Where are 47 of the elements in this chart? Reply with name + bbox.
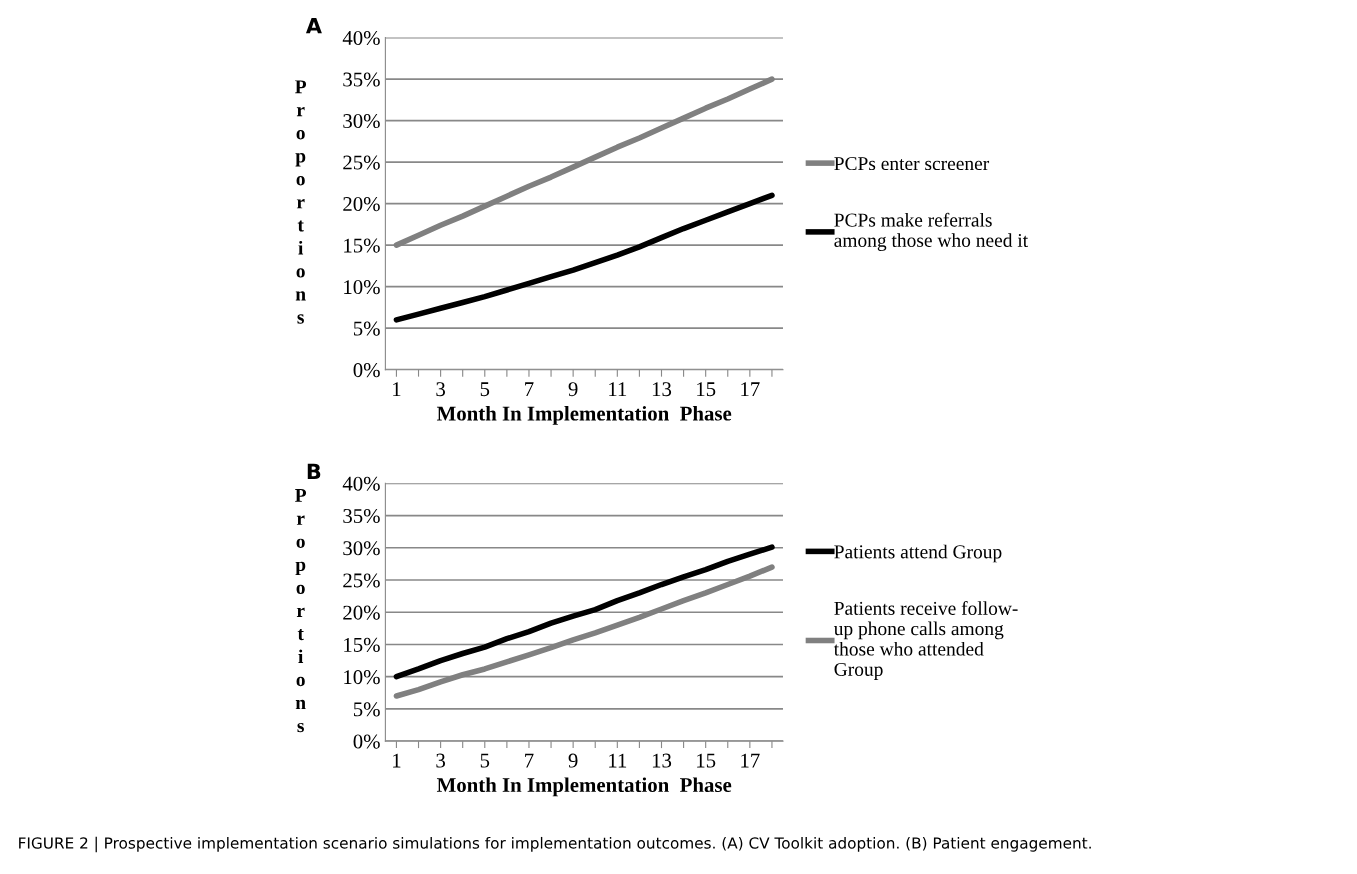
x-tick-label: 1 [393,753,401,768]
y-tick-label: 40% [342,476,380,491]
caption: FIGURE 2 | Prospective implementation scenario simulations for implementation outcomes. (A) CV Toolkit adoption. (B) Patient engagement. [19,836,1091,853]
x-tick-label: 3 [436,382,445,397]
legend-label: Patients receive follow- up phone calls among those who attended Group [833,601,1018,680]
x-axis-title: Month In Implementation Phase [436,405,732,425]
x-tick-label: 7 [525,753,534,768]
x-tick-label: 13 [652,753,672,768]
y-tick-label: 30% [343,541,380,556]
y-tick-label: 40% [342,30,380,46]
text: Proportions [295,80,307,324]
x-tick-label: 15 [697,382,716,397]
y-tick-label: 15% [344,238,380,253]
x-tick-label: 3 [436,753,445,768]
x-tick-label: 7 [525,382,534,396]
y-tick-label: 15% [344,637,380,652]
text: A [305,18,322,34]
text: B [307,463,321,479]
y-tick-label: 20% [343,197,380,212]
y-tick-label: 30% [343,113,380,129]
legend-label: PCPs enter screener [834,157,990,171]
x-tick-label: 9 [568,382,578,397]
y-tick-label: 0% [353,363,380,378]
legend-label: PCPs make referrals among those who need it [834,212,1029,251]
x-tick-label: 5 [480,382,490,397]
legend-label: Patients attend Group [834,544,1002,563]
x-tick-label: 15 [697,753,716,768]
y-tick-label: 5% [353,702,380,717]
x-tick-label: 5 [480,753,490,768]
y-tick-label: 0% [353,734,380,749]
y-tick-label: 20% [343,605,380,620]
x-tick-label: 1 [393,382,401,396]
y-tick-label: 10% [344,280,380,295]
y-tick-label: 35% [343,72,380,87]
x-tick-label: 17 [741,382,760,396]
x-axis-title: Month In Implementation Phase [436,777,732,797]
x-tick-label: 11 [609,382,627,396]
x-tick-label: 9 [568,753,578,768]
x-tick-label: 17 [741,753,760,768]
y-tick-label: 25% [343,155,380,170]
y-tick-label: 25% [343,573,380,588]
y-tick-label: 10% [344,670,380,685]
y-tick-label: 5% [353,321,380,336]
text: Proportions [295,489,307,733]
x-tick-label: 11 [609,753,627,768]
y-tick-label: 35% [343,508,380,524]
x-tick-label: 13 [652,382,672,397]
